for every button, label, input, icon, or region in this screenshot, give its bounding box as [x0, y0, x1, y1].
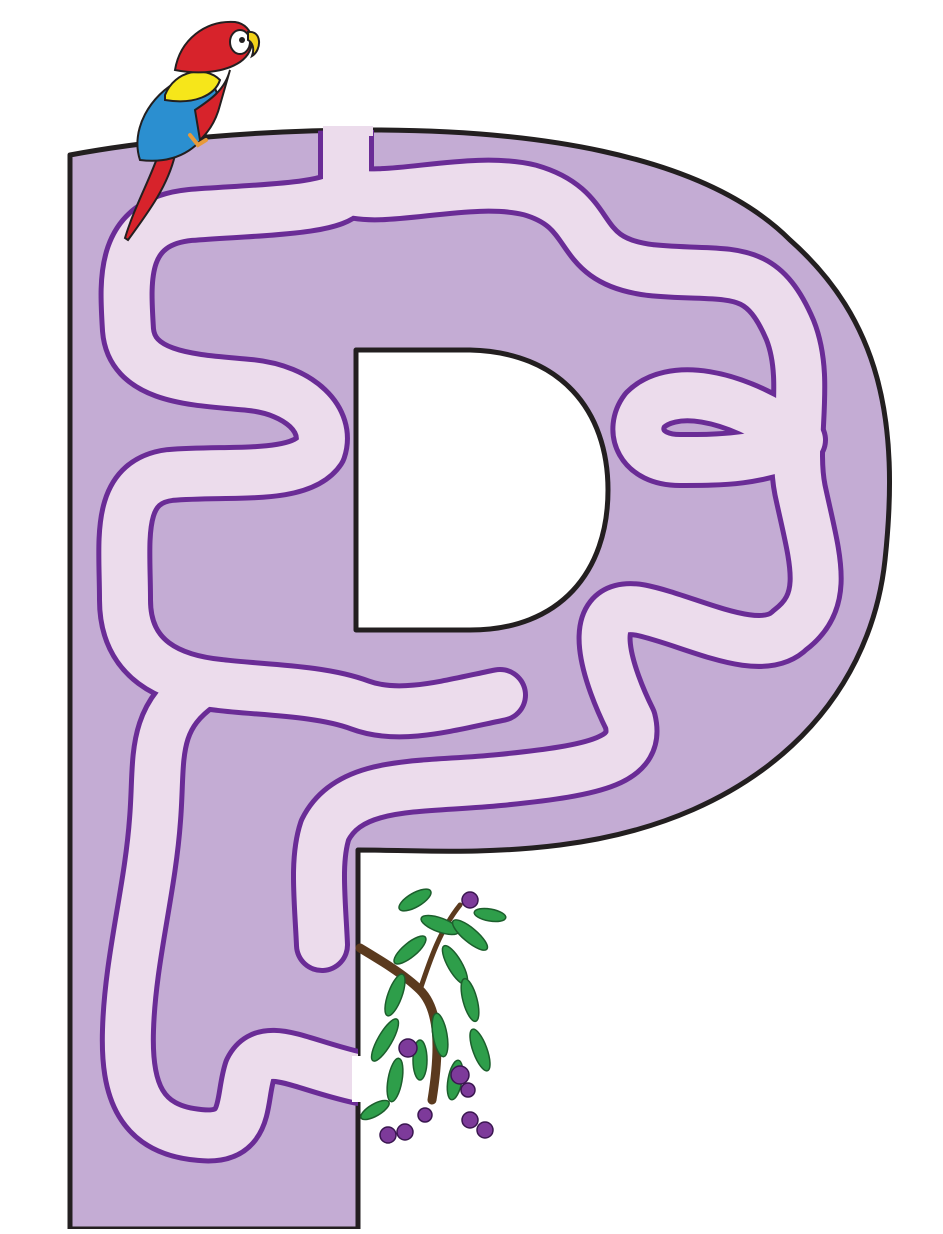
letter-p-counter [353, 347, 611, 633]
fruit-branch-icon [355, 888, 507, 1144]
maze-path[interactable] [96, 120, 844, 1164]
maze-exit[interactable] [352, 1056, 364, 1102]
maze-entrance[interactable] [323, 126, 373, 136]
parrot-icon [123, 20, 260, 242]
